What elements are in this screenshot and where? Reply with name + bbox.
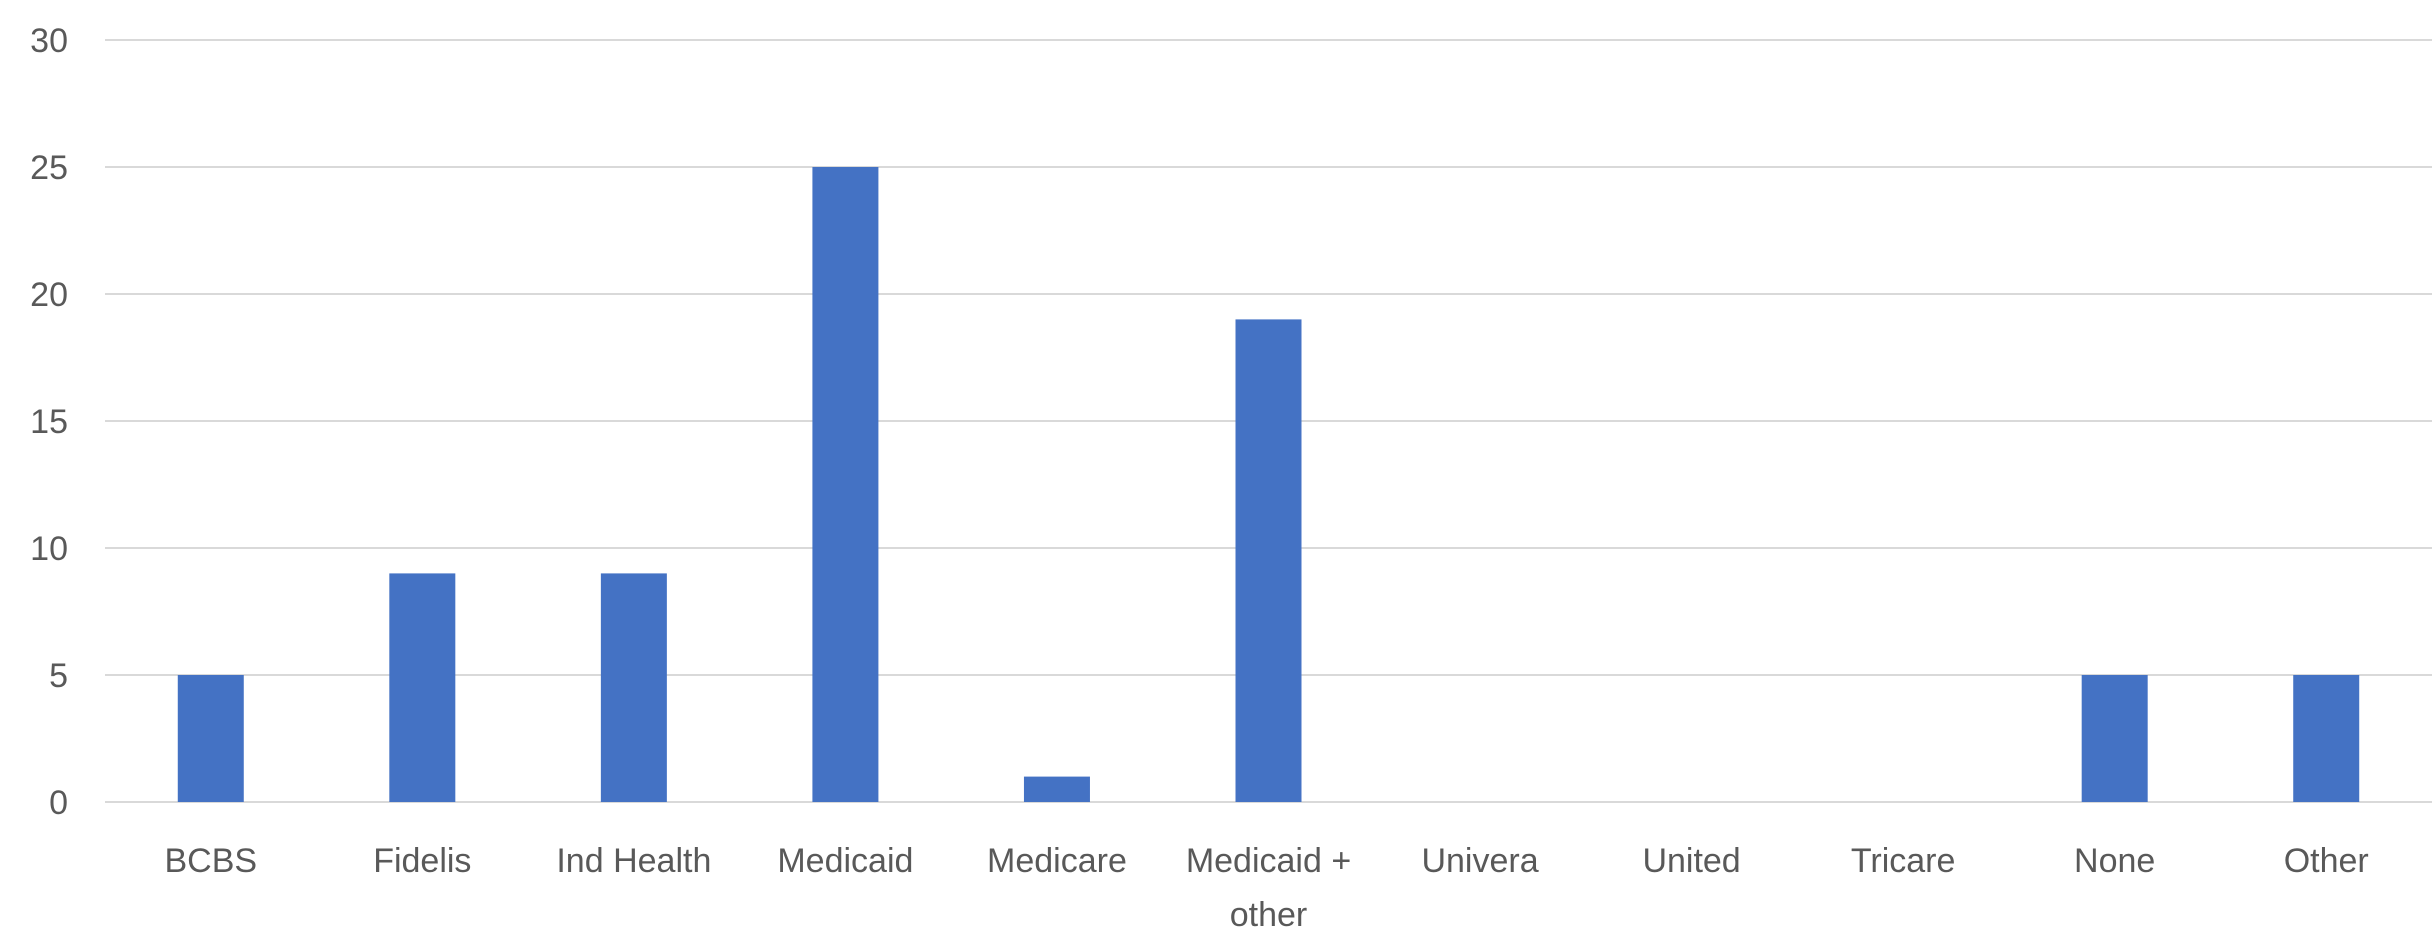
x-tick-label: Medicaid + other xyxy=(1186,842,1351,934)
bar-medicaid xyxy=(812,167,879,802)
x-tick-label: None xyxy=(2074,842,2155,880)
y-tick-label: 15 xyxy=(30,403,68,441)
y-tick-label: 0 xyxy=(49,784,68,822)
x-tick-label: BCBS xyxy=(164,842,257,880)
y-tick-label: 5 xyxy=(49,657,68,695)
y-tick-label: 20 xyxy=(30,276,68,314)
bar-ind-health xyxy=(600,573,667,802)
y-tick-label: 25 xyxy=(30,149,68,187)
x-tick-label: Other xyxy=(2284,842,2369,880)
y-tick-label: 30 xyxy=(30,22,68,60)
x-tick-label: Fidelis xyxy=(373,842,471,880)
bar-bcbs xyxy=(177,675,244,802)
y-axis-ticks: 0 5 10 15 20 25 30 xyxy=(30,22,68,822)
bar-none xyxy=(2081,675,2148,802)
x-tick-label: Medicare xyxy=(987,842,1127,880)
x-tick-label: Tricare xyxy=(1851,842,1956,880)
x-tick-label: Univera xyxy=(1421,842,1538,880)
bars xyxy=(177,167,2360,802)
x-tick-label: United xyxy=(1642,842,1740,880)
x-tick-label: Medicaid xyxy=(777,842,913,880)
bar-fidelis xyxy=(389,573,456,802)
bar-medicaid-other xyxy=(1235,319,1302,802)
y-tick-label: 10 xyxy=(30,530,68,568)
x-tick-label: Ind Health xyxy=(556,842,711,880)
bar-medicare xyxy=(1023,776,1090,802)
x-axis-labels: BCBS Fidelis Ind Health Medicaid Medicare Med… xyxy=(164,842,2368,934)
bar-other xyxy=(2293,675,2360,802)
